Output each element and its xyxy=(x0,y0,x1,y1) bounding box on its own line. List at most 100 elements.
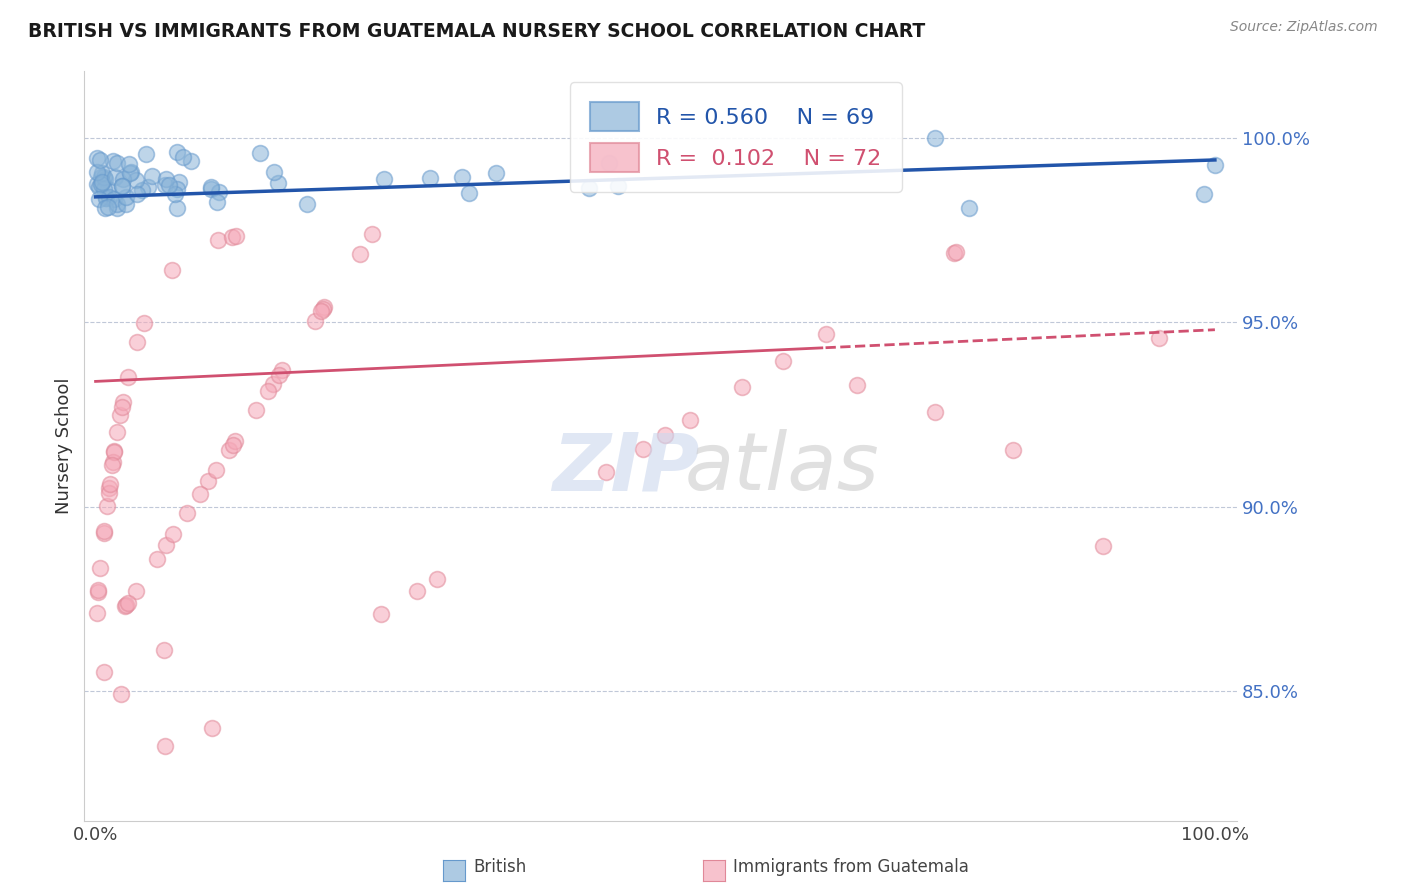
Point xyxy=(110,687,132,701)
Point xyxy=(419,171,441,186)
Point xyxy=(120,165,142,179)
Point xyxy=(598,156,620,170)
Point xyxy=(111,171,134,186)
Point xyxy=(103,192,125,206)
Point xyxy=(114,599,136,614)
Point xyxy=(93,182,115,196)
Point xyxy=(93,665,115,679)
Legend: R = 0.560    N = 69, R =  0.102    N = 72: R = 0.560 N = 69, R = 0.102 N = 72 xyxy=(569,82,901,192)
Point xyxy=(93,169,115,184)
Point xyxy=(87,585,110,599)
Point xyxy=(654,428,676,442)
Point xyxy=(127,186,149,201)
Point xyxy=(155,178,177,192)
Point xyxy=(163,186,186,201)
Point xyxy=(222,437,245,451)
Point xyxy=(127,334,149,349)
Point xyxy=(87,179,110,194)
Point xyxy=(93,171,115,186)
Point xyxy=(98,476,121,491)
Y-axis label: Nursery School: Nursery School xyxy=(55,377,73,515)
Point xyxy=(458,186,481,200)
Point xyxy=(1204,158,1226,172)
Point xyxy=(111,178,134,193)
Point xyxy=(131,183,153,197)
Point xyxy=(91,166,114,180)
Point xyxy=(105,156,128,170)
Text: atlas: atlas xyxy=(685,429,879,508)
Point xyxy=(426,572,449,586)
Point xyxy=(176,506,198,520)
Point xyxy=(94,191,117,205)
Point xyxy=(103,443,125,458)
Point xyxy=(172,150,194,164)
Point xyxy=(111,179,134,194)
Point xyxy=(208,185,231,199)
Point xyxy=(89,561,111,575)
Point xyxy=(146,552,169,566)
Point xyxy=(595,466,617,480)
Text: Immigrants from Guatemala: Immigrants from Guatemala xyxy=(733,858,969,876)
Point xyxy=(90,175,112,189)
Point xyxy=(679,413,702,427)
Point xyxy=(271,363,294,377)
Point xyxy=(311,304,333,318)
Point xyxy=(205,463,228,477)
Point xyxy=(1091,539,1114,553)
Point xyxy=(103,445,125,459)
Point xyxy=(167,175,190,189)
Point xyxy=(117,370,139,384)
Point xyxy=(314,300,336,314)
Point xyxy=(578,181,600,195)
Point xyxy=(117,596,139,610)
Point xyxy=(957,201,980,215)
Point xyxy=(945,245,967,260)
Point xyxy=(87,192,110,206)
Point xyxy=(104,169,127,184)
Point xyxy=(97,200,120,214)
Point xyxy=(361,227,384,242)
Point xyxy=(814,327,837,342)
Point xyxy=(153,643,176,657)
Point xyxy=(157,178,180,192)
Point xyxy=(263,165,285,179)
Point xyxy=(166,145,188,159)
Point xyxy=(94,191,117,205)
Point xyxy=(96,499,118,513)
Point xyxy=(607,178,630,193)
Point xyxy=(166,182,188,196)
Point xyxy=(115,190,138,204)
Point xyxy=(118,157,141,171)
Point xyxy=(267,177,290,191)
Point xyxy=(373,171,395,186)
Point xyxy=(138,179,160,194)
Point xyxy=(87,583,110,598)
Point xyxy=(845,378,868,392)
Point xyxy=(93,525,115,540)
Point xyxy=(118,166,141,180)
Point xyxy=(406,584,429,599)
Point xyxy=(245,402,267,417)
Point xyxy=(731,380,754,394)
Text: BRITISH VS IMMIGRANTS FROM GUATEMALA NURSERY SCHOOL CORRELATION CHART: BRITISH VS IMMIGRANTS FROM GUATEMALA NUR… xyxy=(28,22,925,41)
Point xyxy=(89,153,111,167)
Point xyxy=(97,182,120,196)
Point xyxy=(772,354,794,368)
Point xyxy=(155,538,177,552)
Point xyxy=(207,233,229,247)
Point xyxy=(924,405,946,419)
Point xyxy=(221,229,243,244)
Point xyxy=(101,154,124,169)
Text: ZIP: ZIP xyxy=(553,429,700,508)
Point xyxy=(197,475,219,489)
Point xyxy=(451,169,474,184)
Point xyxy=(304,314,326,328)
Point xyxy=(132,316,155,330)
Point xyxy=(631,442,654,456)
Point xyxy=(90,178,112,192)
Point xyxy=(101,458,124,472)
Point xyxy=(86,606,108,620)
Point xyxy=(115,599,138,613)
Point xyxy=(90,170,112,185)
Point xyxy=(297,197,319,211)
